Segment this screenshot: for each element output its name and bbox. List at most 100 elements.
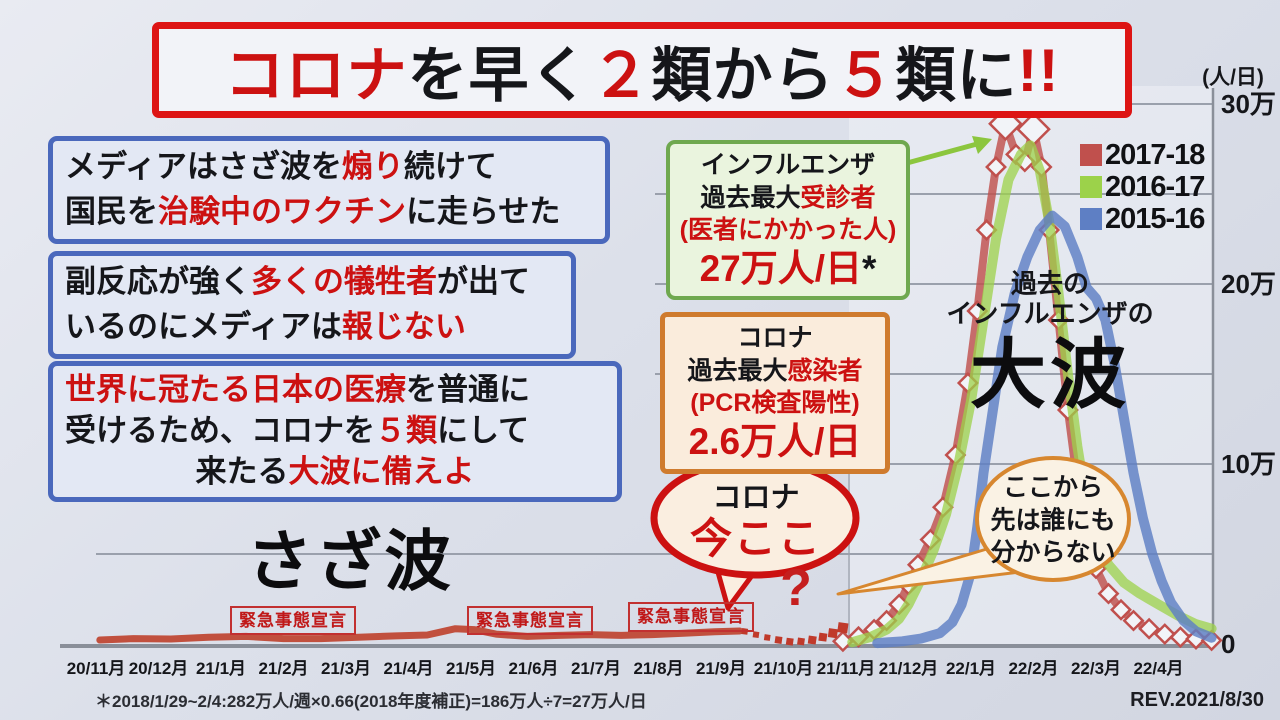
influenza-max-value: 27万人/日* bbox=[672, 247, 904, 291]
corona-max-box: コロナ 過去最大感染者 (PCR検査陽性) 2.6万人/日 bbox=[660, 312, 890, 474]
unknown-bubble-line: 先は誰にも bbox=[990, 505, 1116, 534]
legend-swatch bbox=[1080, 176, 1102, 198]
x-axis-label: 21/5月 bbox=[445, 659, 497, 678]
unknown-bubble bbox=[975, 456, 1131, 582]
diamond-marker bbox=[1169, 626, 1192, 649]
x-axis-label: 21/12月 bbox=[878, 659, 939, 678]
covid-projection-dot bbox=[818, 632, 828, 642]
big-wave-caption-line2: インフルエンザの bbox=[946, 298, 1154, 329]
covid-projection-dot bbox=[785, 637, 794, 646]
diamond-marker bbox=[1110, 598, 1132, 621]
page-title: コロナ を早く ２ 類から ５ 類に!! bbox=[152, 22, 1132, 118]
diamond-marker bbox=[985, 156, 1007, 178]
text-segment: 煽り bbox=[341, 149, 404, 184]
covid-projection-dot bbox=[807, 635, 817, 645]
x-axis-label: 21/4月 bbox=[383, 659, 434, 678]
covid-projection-dot bbox=[774, 636, 783, 644]
legend-swatch bbox=[1080, 208, 1102, 230]
chart-legend: 2017-18 2016-17 2015-16 bbox=[1080, 139, 1205, 235]
legend-row: 2017-18 bbox=[1080, 139, 1205, 171]
green-arrow-head bbox=[972, 136, 992, 154]
message-box-side-effects: 副反応が強く多くの犠牲者が出て いるのにメディアは報じない bbox=[48, 251, 576, 359]
covid-projection-dot bbox=[763, 634, 771, 641]
text-segment: に走らせた bbox=[406, 193, 561, 229]
x-axis-label: 22/1月 bbox=[945, 659, 997, 678]
series-さざ波(コロナ) bbox=[96, 625, 744, 644]
legend-label: 2016-17 bbox=[1105, 170, 1205, 203]
text-segment: 過去最大 bbox=[700, 183, 801, 212]
text-segment: !! bbox=[1017, 36, 1060, 104]
emergency-declaration-badge: 緊急事態宣言 bbox=[230, 606, 356, 635]
text-segment: コロナ bbox=[737, 324, 813, 352]
x-axis-label: 22/3月 bbox=[1070, 659, 1122, 678]
ripple-label: さざ波 bbox=[246, 524, 454, 598]
big-wave-caption-line1: 過去の bbox=[1010, 268, 1090, 299]
y-tick-label: 20万 bbox=[1221, 269, 1276, 299]
y-axis-unit: (人/日) bbox=[1202, 66, 1264, 89]
message-box-class5: 世界に冠たる日本の医療を普通に 受けるため、コロナを５類にして 来たる大波に備え… bbox=[48, 361, 622, 502]
text-segment: にして bbox=[437, 412, 530, 448]
legend-swatch bbox=[1080, 144, 1102, 166]
text-segment: が出て bbox=[437, 264, 530, 299]
text-segment: ５ bbox=[834, 41, 896, 109]
text-segment: 国民を bbox=[65, 193, 158, 229]
y-tick-label: 0 bbox=[1221, 629, 1235, 659]
diamond-marker bbox=[831, 630, 854, 653]
info-line: インフルエンザ bbox=[672, 149, 904, 182]
series-2015-16 bbox=[872, 210, 1217, 649]
message-line: 受けるため、コロナを５類にして bbox=[65, 411, 605, 452]
info-line: (医者にかかった人) bbox=[672, 214, 904, 247]
diamond-marker bbox=[1153, 623, 1176, 646]
text-segment: (PCR検査陽性) bbox=[690, 389, 860, 417]
x-axis-label: 21/7月 bbox=[570, 659, 622, 678]
message-line: いるのにメディアは報じない bbox=[65, 305, 559, 350]
info-line: 過去最大感染者 bbox=[667, 355, 883, 388]
text-segment: * bbox=[862, 247, 877, 289]
big-wave-label: 大波 bbox=[970, 333, 1130, 418]
question-mark: ? bbox=[780, 559, 812, 617]
message-line: メディアはさざ波を煽り続けて bbox=[65, 145, 593, 190]
text-segment: 2.6万人/日 bbox=[688, 420, 862, 462]
x-axis-label: 21/10月 bbox=[753, 659, 814, 678]
text-segment: 受けるため、コロナを bbox=[65, 412, 375, 448]
message-line: 副反応が強く多くの犠牲者が出て bbox=[65, 260, 559, 305]
diamond-marker bbox=[1122, 609, 1145, 632]
emergency-declaration-badge: 緊急事態宣言 bbox=[467, 606, 593, 635]
text-segment: 27万人/日 bbox=[699, 247, 863, 289]
info-line: コロナ bbox=[667, 322, 883, 355]
text-segment: 類から bbox=[651, 41, 835, 109]
text-segment: 大波に備えよ bbox=[288, 453, 475, 489]
text-segment: いるのにメディアは bbox=[65, 308, 342, 344]
x-axis-label: 20/11月 bbox=[66, 659, 126, 678]
covid-projection-dot bbox=[827, 628, 838, 639]
x-axis-label: 21/8月 bbox=[633, 659, 684, 678]
footnote: ＊2018/1/29~2/4:282万人/週×0.66(2018年度補正)=18… bbox=[95, 692, 647, 711]
text-segment: 来たる bbox=[195, 453, 289, 489]
emergency-declaration-badge: 緊急事態宣言 bbox=[628, 602, 754, 632]
text-segment: 治験中のワクチン bbox=[158, 193, 406, 229]
text-segment: 世界に冠たる日本の医療 bbox=[65, 372, 406, 407]
text-segment: 報じない bbox=[341, 308, 466, 344]
chart-overlay bbox=[650, 136, 1131, 611]
y-tick-label: 10万 bbox=[1221, 449, 1276, 479]
diamond-marker bbox=[1138, 617, 1161, 640]
text-segment: 続けて bbox=[403, 149, 497, 184]
covid-projection-dot bbox=[837, 622, 849, 634]
unknown-bubble-text: ここから 先は誰にも 分からない bbox=[990, 471, 1115, 569]
diamond-marker bbox=[975, 219, 998, 241]
series-2016-17 bbox=[847, 140, 1217, 648]
text-segment: 過去最大 bbox=[687, 356, 788, 385]
x-axis-label: 21/9月 bbox=[695, 659, 747, 678]
text-segment: (医者にかかった人) bbox=[679, 216, 897, 244]
unknown-bubble-line: 分からない bbox=[990, 538, 1116, 567]
text-segment: 多くの犠牲者 bbox=[251, 264, 437, 299]
text-segment: 感染者 bbox=[787, 356, 863, 385]
message-line: 国民を治験中のワクチンに走らせた bbox=[65, 190, 593, 235]
text-segment: コロナ bbox=[224, 41, 408, 109]
diamond-marker bbox=[1097, 582, 1120, 605]
text-segment: 受診者 bbox=[800, 183, 876, 212]
x-axis-labels: 20/11月 20/12月 21/1月 21/2月 21/3月 21/4月 21/5月 21/… bbox=[0, 654, 1280, 678]
x-axis-label: 20/12月 bbox=[128, 659, 189, 678]
corona-max-value: 2.6万人/日 bbox=[667, 420, 883, 464]
